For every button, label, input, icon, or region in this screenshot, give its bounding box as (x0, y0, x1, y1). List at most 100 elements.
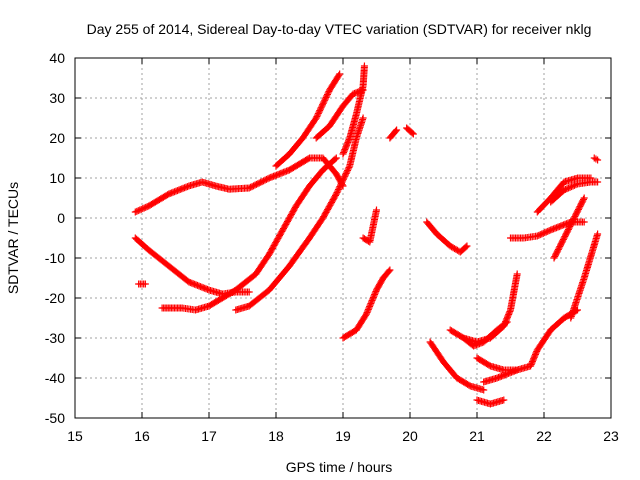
data-point (341, 171, 349, 179)
data-point (393, 126, 401, 134)
y-tick-label: 10 (49, 170, 65, 186)
data-point (580, 218, 588, 226)
data-point (369, 295, 377, 303)
data-point (568, 183, 576, 191)
data-point (362, 310, 370, 318)
data-point (539, 229, 547, 237)
data-point (334, 186, 342, 194)
data-point (565, 184, 573, 192)
data-point (339, 177, 347, 185)
data-point (544, 227, 552, 235)
y-tick-label: 30 (49, 90, 65, 106)
data-point (503, 318, 511, 326)
data-point (323, 92, 331, 100)
data-point (336, 183, 344, 191)
ticks (74, 57, 612, 419)
data-point (392, 127, 400, 135)
data-point (322, 93, 330, 101)
data-point (594, 178, 602, 186)
data-point (386, 266, 394, 274)
data-point (341, 172, 349, 180)
y-tick-label: -50 (45, 410, 65, 426)
data-point (408, 129, 416, 137)
data-point (513, 366, 521, 374)
data-point (536, 231, 544, 239)
data-point (368, 297, 376, 304)
x-tick-label: 18 (268, 428, 284, 444)
series-arc-8 (339, 62, 368, 158)
data-point (334, 187, 342, 195)
data-point (313, 113, 321, 121)
data-point (345, 163, 353, 171)
data-point (572, 181, 580, 189)
series-arc-19 (473, 396, 508, 408)
data-point (245, 288, 253, 296)
data-point (563, 185, 571, 193)
y-tick-labels: -50 -40 -30 -20 -10 0 10 20 30 40 (45, 50, 65, 426)
x-tick-label: 23 (603, 428, 619, 444)
data-point (366, 303, 374, 310)
data-point (342, 169, 350, 177)
data-point (363, 309, 371, 316)
data-point (367, 298, 375, 306)
series-arc-5 (232, 114, 367, 314)
data-point (462, 243, 470, 251)
data-point (304, 155, 312, 163)
data-point (385, 267, 393, 275)
data-point (338, 178, 346, 186)
data-point (371, 289, 379, 297)
data-point (340, 174, 348, 182)
data-point (365, 304, 373, 312)
data-point (336, 70, 344, 78)
series-arc-10 (359, 206, 380, 246)
series-arc-14 (426, 338, 488, 394)
grid (75, 58, 611, 418)
data-point (562, 185, 570, 193)
data-point (323, 90, 331, 98)
series-arc-2 (131, 234, 253, 298)
data-point (506, 307, 514, 315)
series-arc-12 (403, 124, 417, 138)
data-point (571, 181, 579, 189)
data-point (324, 89, 332, 97)
data-point (535, 231, 543, 239)
series-arc-23 (550, 194, 588, 262)
data-point (332, 190, 340, 198)
data-point (314, 110, 322, 118)
data-point (541, 229, 549, 237)
series-arc-4 (158, 154, 340, 314)
data-point (580, 194, 588, 202)
data-point (367, 300, 375, 307)
data-point (131, 208, 139, 216)
series-arc-24 (567, 230, 602, 322)
series-arc-25 (590, 154, 602, 164)
data-point (502, 319, 510, 327)
data-point (370, 292, 378, 300)
data-point (344, 166, 352, 174)
data-point (533, 232, 541, 240)
data-point (594, 156, 602, 164)
data-point (316, 105, 324, 113)
data-point (369, 294, 377, 301)
data-point (312, 114, 320, 122)
x-tick-label: 21 (469, 428, 485, 444)
data-point (319, 101, 327, 109)
data-point (560, 186, 568, 194)
data-point (137, 205, 145, 213)
series-arc-1 (131, 154, 347, 216)
data-point (337, 180, 345, 188)
data-point (134, 207, 142, 215)
x-tick-label: 16 (134, 428, 150, 444)
y-tick-label: -30 (45, 330, 65, 346)
data-point (136, 206, 144, 214)
data-point (314, 111, 322, 119)
data-point (333, 189, 341, 197)
data-point (133, 207, 141, 215)
data-point (463, 242, 471, 250)
data-marks (131, 62, 602, 408)
data-point (579, 195, 587, 203)
x-axis-label: GPS time / hours (286, 459, 393, 475)
data-point (592, 155, 600, 163)
y-tick-label: 0 (57, 210, 65, 226)
